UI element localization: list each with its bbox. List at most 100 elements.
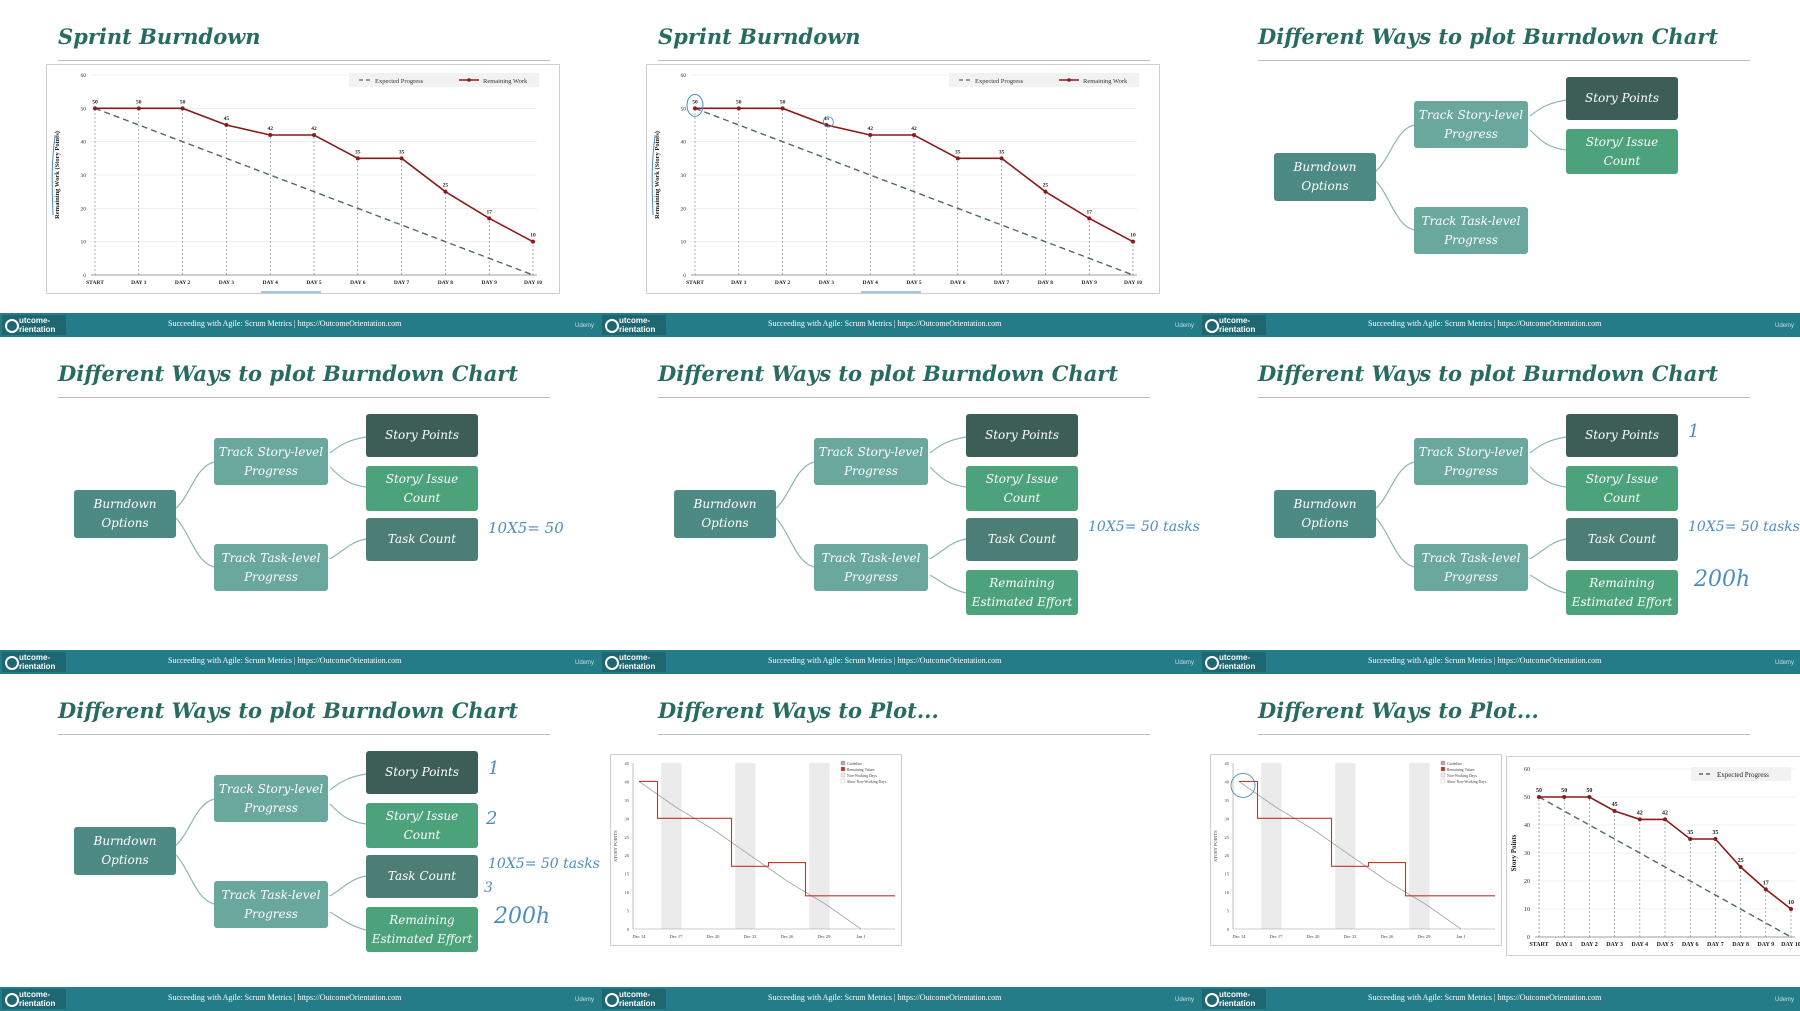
- diagram-connectors: [774, 436, 967, 594]
- logo-line-2: rientation: [19, 662, 56, 671]
- brand-label: Udemy: [574, 323, 594, 329]
- brand-label: Udemy: [574, 660, 594, 666]
- data-point: [355, 156, 360, 161]
- slide-2[interactable]: Sprint Burndown 0 10 20 30 40 50 60 START DAY 1 D…: [600, 0, 1200, 337]
- data-label: 17: [1763, 880, 1769, 886]
- data-point: [780, 106, 785, 111]
- diagram-connectors: [1374, 436, 1567, 594]
- x-tick-label: Dec 20: [707, 934, 721, 939]
- effort-annotation: 200h: [1694, 567, 1751, 592]
- x-tick-label: DAY 7: [1707, 942, 1724, 948]
- y-tick-label: 30: [1225, 816, 1230, 821]
- non-working-band: [1335, 763, 1356, 929]
- slide-1[interactable]: Sprint Burndown 0 10 20 30 40 50 60 START DAY 1 D…: [0, 0, 600, 337]
- data-label: 50: [1536, 788, 1542, 794]
- task-level-node: Track Task-level Progress: [214, 544, 328, 591]
- logo: utcome-rientation: [602, 989, 666, 1009]
- legend-label: Show Non-Working Days: [1447, 780, 1487, 784]
- data-label: 25: [1738, 858, 1744, 864]
- logo-ring-icon: [1205, 993, 1219, 1007]
- legend-label: Remaining Values: [1447, 768, 1475, 772]
- slide-3[interactable]: Different Ways to plot Burndown Chart Bu…: [1200, 0, 1800, 337]
- legend-label: Remaining Values: [847, 768, 875, 772]
- x-tick-label: DAY 2: [775, 280, 791, 286]
- legend-marker: [467, 78, 471, 82]
- data-point: [1688, 837, 1693, 841]
- y-tick-label: 20: [625, 853, 630, 858]
- data-point: [736, 106, 741, 111]
- x-tick-label: Dec 29: [818, 934, 832, 939]
- logo-line-1: utcome-: [19, 653, 51, 662]
- burndown-options-node: Burndown Options: [1274, 153, 1376, 201]
- legend-label-remaining: Remaining Work: [483, 78, 528, 85]
- logo-ring-icon: [1205, 319, 1219, 333]
- data-point: [1763, 887, 1768, 892]
- slide-9[interactable]: Different Ways to Plot... 0 5 10 15 20 25 30 35…: [1200, 674, 1800, 1011]
- slide-4[interactable]: Different Ways to plot Burndown Chart Bu…: [0, 337, 600, 674]
- non-working-band: [809, 763, 830, 929]
- y-tick-label: 60: [81, 73, 87, 79]
- data-point: [1537, 795, 1541, 799]
- logo-line-1: utcome-: [1219, 316, 1251, 325]
- slide-5[interactable]: Different Ways to plot Burndown Chart Bu…: [600, 337, 1200, 674]
- y-tick-label: 30: [681, 173, 687, 179]
- legend-box: [1691, 767, 1791, 781]
- y-axis-label: STORY POINTS: [613, 830, 618, 862]
- data-label: 35: [955, 149, 961, 155]
- y-tick-label: 40: [1225, 779, 1230, 784]
- logo-line-2: rientation: [619, 662, 656, 671]
- burndown-options-node: Burndown Options: [1274, 490, 1376, 538]
- story-level-node: Track Story-level Progress: [214, 775, 328, 822]
- legend-label: Non-Working Days: [1447, 774, 1477, 778]
- y-tick-label: 40: [681, 140, 687, 146]
- data-label: 50: [1561, 788, 1567, 794]
- legend-label: Guideline: [847, 762, 862, 766]
- y-tick-label: 20: [1225, 853, 1230, 858]
- slide-7[interactable]: Different Ways to plot Burndown Chart Bu…: [0, 674, 600, 1011]
- logo-line-1: utcome-: [619, 653, 651, 662]
- burndown-chart-small: 0 10 20 30 40 50 60 START DAY 1 DAY 2 DAY 3 DAY 4 DA…: [1510, 767, 1800, 948]
- y-tick-label: 5: [1227, 909, 1230, 914]
- issue-count-node: Story/ Issue Count: [366, 803, 478, 848]
- legend-swatch: [1440, 766, 1446, 772]
- data-label: 35: [1687, 830, 1693, 836]
- logo-line-2: rientation: [1219, 999, 1256, 1008]
- slide-title: Different Ways to plot Burndown Chart: [1258, 24, 1719, 49]
- y-tick-label: 10: [81, 240, 87, 246]
- data-point: [912, 133, 916, 137]
- legend-swatch: [840, 760, 846, 766]
- x-tick-label: Dec 17: [670, 934, 684, 939]
- y-tick-label: 35: [1225, 798, 1230, 803]
- legend-swatch: [1440, 772, 1446, 778]
- x-tick-label: DAY 1: [131, 280, 147, 286]
- slide-6[interactable]: Different Ways to plot Burndown Chart Bu…: [1200, 337, 1800, 674]
- data-point: [1789, 907, 1793, 911]
- logo: utcome-rientation: [2, 315, 66, 335]
- data-label: 42: [867, 126, 873, 132]
- data-point: [1612, 809, 1617, 813]
- x-tick-label: START: [86, 280, 104, 286]
- footer-bar: utcome-rientation Succeeding with Agile:…: [600, 987, 1200, 1011]
- y-tick-label: 40: [1524, 823, 1530, 829]
- story-points-node: Story Points: [366, 414, 478, 457]
- guideline: [638, 781, 862, 930]
- slide-title: Different Ways to plot Burndown Chart: [58, 361, 519, 386]
- footer-text: Succeeding with Agile: Scrum Metrics | h…: [168, 656, 402, 665]
- task-level-node: Track Task-level Progress: [1414, 544, 1528, 591]
- logo-line-2: rientation: [19, 325, 56, 334]
- y-axis-label: Remaining Work (Story Points): [654, 131, 661, 219]
- x-tick-label: Dec 26: [781, 934, 795, 939]
- data-point: [955, 156, 960, 161]
- data-label: 17: [486, 209, 492, 215]
- diagram-connectors: [174, 436, 367, 568]
- data-label: 42: [311, 126, 317, 132]
- x-tick-label: DAY 8: [438, 280, 454, 286]
- expected-progress-line: [94, 107, 534, 276]
- footer-text: Succeeding with Agile: Scrum Metrics | h…: [168, 319, 402, 328]
- issue-count-node: Story/ Issue Count: [1566, 129, 1678, 174]
- data-label: 50: [180, 99, 186, 105]
- y-tick-label: 25: [625, 835, 630, 840]
- logo-line-1: utcome-: [19, 990, 51, 999]
- slide-8[interactable]: Different Ways to Plot... 0 5 10 15 20 25 30 35…: [600, 674, 1200, 1011]
